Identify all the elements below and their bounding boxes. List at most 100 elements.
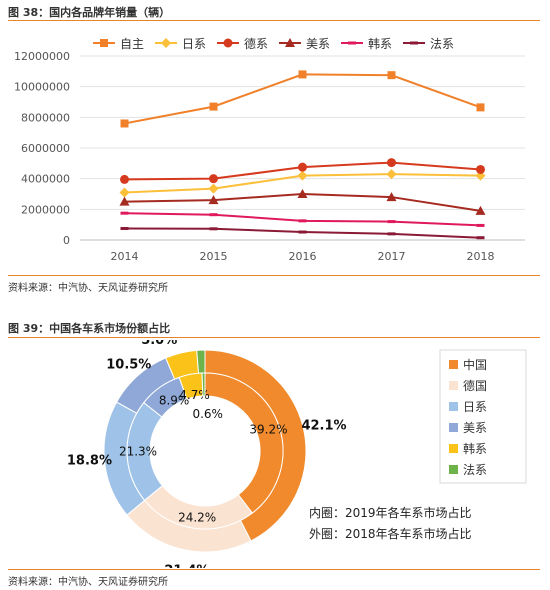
data-point [476,236,485,240]
data-point [348,41,356,45]
series-自主 [120,70,485,128]
y-tick-label: 0 [63,234,70,247]
y-tick-label: 8000000 [21,111,70,124]
figure-38-title: 图 38：国内各品牌年销量（辆） [8,6,171,19]
slice-label: 10.5% [106,358,151,373]
series-美系 [119,189,486,215]
data-point [387,71,396,80]
slice-label: 21.3% [119,445,157,459]
legend-item: 韩系 [341,36,392,51]
data-point [209,102,218,111]
figure-39-source: 资料来源：中汽协、天风证券研究所 [8,577,168,588]
data-point [298,230,307,234]
slice-label: 8.9% [159,393,190,407]
legend-swatch [449,444,458,453]
figure-38-source: 资料来源：中汽协、天风证券研究所 [8,283,168,294]
series-韩系 [120,211,485,227]
source-rule [8,569,540,570]
legend-label: 自主 [120,37,144,51]
slice-label: 1.3% [207,340,243,341]
data-point [410,41,418,45]
series-日系 [119,169,486,198]
legend-frame [439,349,527,484]
y-tick-label: 6000000 [21,142,70,155]
series-line [124,212,481,227]
legend-item: 德系 [217,36,268,51]
legend-item: 美系 [279,37,330,51]
data-point [476,103,485,112]
legend-swatch [449,423,458,432]
legend-label: 中国 [463,357,487,372]
data-point [209,227,218,231]
x-tick-label: 2015 [200,250,228,263]
title-rule [8,20,540,21]
data-point [161,38,171,48]
data-point [298,219,307,223]
inner-ring-note: 内圈：2019年各车系市场占比 [309,505,472,520]
data-point [120,211,129,215]
data-point [386,192,397,202]
series-德系 [120,158,485,184]
x-tick-label: 2017 [378,250,406,263]
slice-label: 18.8% [67,454,112,469]
slice-label: 24.2% [178,511,216,525]
legend-label: 韩系 [463,441,487,456]
slice-label: 0.6% [192,407,223,421]
data-point [297,170,308,181]
legend-label: 法系 [463,463,487,477]
legend-swatch [449,465,458,474]
data-point [100,39,108,47]
data-point [387,220,396,224]
legend-label: 德国 [463,378,487,393]
legend-label: 美系 [463,421,487,435]
data-point [476,164,485,174]
data-point [120,119,129,128]
series-法系 [120,227,485,240]
data-point [223,38,233,48]
data-point [208,195,219,205]
legend-label: 韩系 [368,36,392,51]
legend-label: 美系 [306,37,330,51]
y-tick-label: 4000000 [21,173,70,186]
series-line [124,73,481,125]
legend-label: 法系 [430,37,454,51]
legend-item: 法系 [403,37,454,51]
y-tick-label: 10000000 [14,81,70,94]
data-point [298,70,307,79]
title-rule [8,337,540,338]
data-point [120,227,129,230]
data-point [209,174,218,184]
legend-label: 日系 [182,37,206,51]
x-tick-label: 2014 [111,250,139,263]
figure-39-title: 图 39：中国各车系市场份额占比 [8,322,171,335]
data-point [119,196,130,206]
data-point [119,187,130,198]
data-point [297,189,308,198]
slice-label: 4.7% [179,388,210,402]
x-tick-label: 2018 [467,250,495,263]
data-point [298,162,307,172]
legend-label: 德系 [244,36,268,51]
y-tick-label: 2000000 [21,203,70,216]
legend-swatch [449,402,458,411]
outer-ring-note: 外圈：2018年各车系市场占比 [309,526,472,541]
legend-swatch [449,360,458,369]
data-point [387,232,396,236]
source-rule [8,275,540,276]
data-point [475,205,486,215]
data-point [386,169,397,180]
y-tick-label: 12000000 [14,50,70,63]
slice-法系 [196,349,206,374]
data-point [208,183,219,194]
donut-chart: 42.1% 21.4% 18.8% 10.5% 5.0% 1.3% 39.2% 24.2% 21… [67,340,527,568]
slice-label: 21.4% [164,564,209,568]
legend-item: 日系 [155,37,206,51]
x-tick-label: 2016 [289,250,317,263]
slice-label: 5.0% [141,340,177,348]
data-point [476,223,485,227]
data-point [120,174,129,184]
slice-法系 [201,372,206,397]
slice-label: 39.2% [249,423,287,437]
data-point [387,158,396,168]
